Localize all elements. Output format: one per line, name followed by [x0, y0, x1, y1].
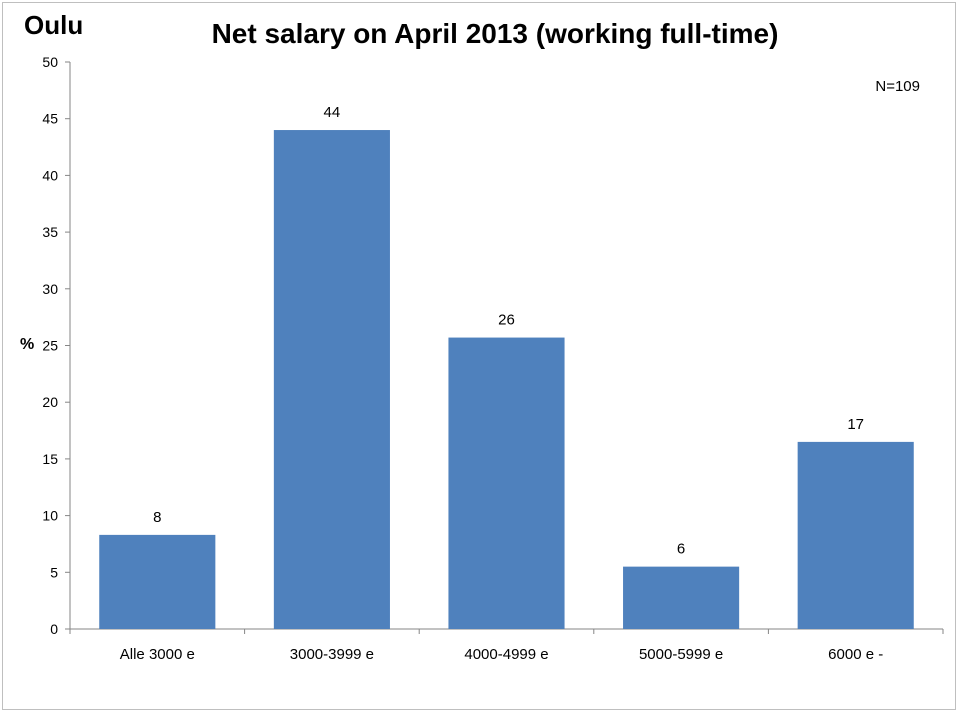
sample-size-label: N=109	[875, 78, 920, 95]
y-tick-label: 45	[42, 111, 58, 127]
x-category-label: 6000 e -	[828, 646, 883, 663]
y-tick-label: 15	[42, 451, 58, 467]
chart-title: Net salary on April 2013 (working full-t…	[211, 18, 779, 49]
bar-data-label: 44	[324, 104, 341, 121]
y-tick-label: 30	[42, 281, 58, 297]
region-label: Oulu	[24, 10, 84, 40]
y-tick-label: 50	[42, 54, 58, 70]
bar	[797, 441, 914, 629]
y-tick-label: 0	[50, 621, 58, 637]
y-tick-label: 10	[42, 508, 58, 524]
bar	[273, 130, 390, 630]
x-category-label: 3000-3999 e	[290, 646, 374, 663]
x-category-label: Alle 3000 e	[120, 646, 195, 663]
y-tick-label: 35	[42, 224, 58, 240]
x-category-label: 4000-4999 e	[464, 646, 548, 663]
y-tick-label: 40	[42, 167, 58, 183]
y-tick-label: 20	[42, 394, 58, 410]
y-tick-label: 5	[50, 564, 58, 580]
y-axis-label: %	[20, 336, 35, 353]
bar-data-label: 8	[153, 509, 161, 526]
bar-data-label: 26	[498, 312, 515, 329]
bar	[623, 566, 740, 629]
bar-data-label: 17	[847, 416, 864, 433]
bar	[448, 337, 565, 629]
y-tick-label: 25	[42, 338, 58, 354]
bar	[99, 534, 216, 629]
bar-data-label: 6	[677, 541, 685, 558]
x-category-label: 5000-5999 e	[639, 646, 723, 663]
